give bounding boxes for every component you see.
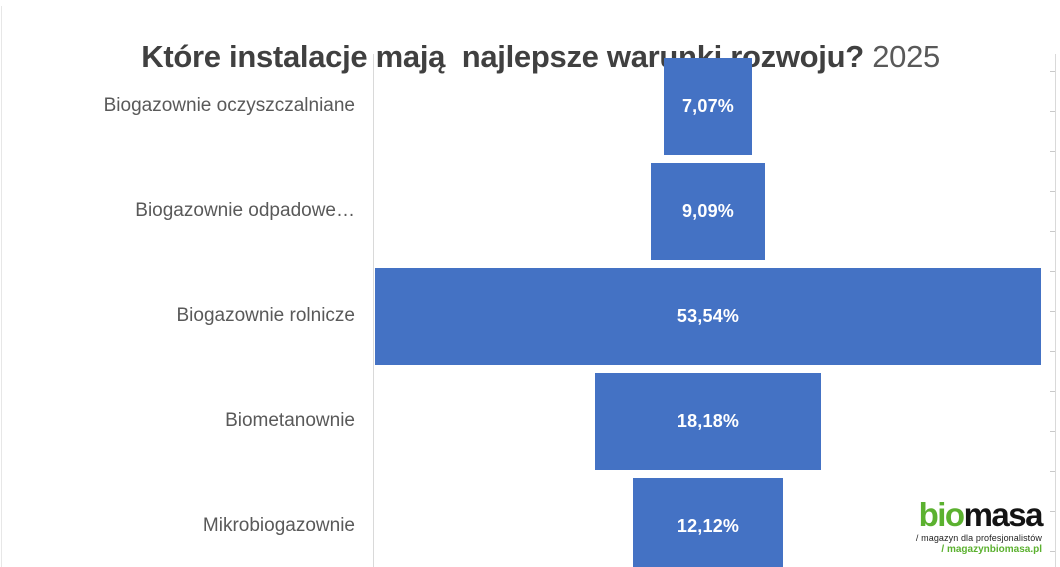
logo-tagline: / magazyn dla profesjonalistów — [915, 533, 1042, 543]
axis-tick — [1050, 311, 1055, 312]
axis-tick — [1050, 471, 1055, 472]
bar-value-label: 7,07% — [681, 95, 734, 116]
biomasa-logo-wordmark: biomasa — [862, 496, 1044, 533]
logo-masa-text: masa — [963, 496, 1044, 533]
chart-title: Które instalacje mają najlepsze warunki … — [0, 3, 1048, 111]
bar-3: 53,54% — [374, 267, 1041, 365]
axis-tick — [1050, 551, 1055, 552]
axis-tick — [1050, 431, 1055, 432]
axis-tick — [1050, 231, 1055, 232]
chart-title-year: 2025 — [863, 39, 940, 74]
axis-tick — [1050, 391, 1055, 392]
chart-border — [1, 6, 2, 567]
chart-title-text: Które instalacje mają najlepsze warunki … — [141, 39, 864, 74]
bar-1: 7,07% — [664, 57, 752, 155]
bar-5: 12,12% — [632, 477, 784, 567]
axis-tick — [1050, 271, 1055, 272]
bar-2: 9,09% — [651, 162, 765, 260]
axis-tick — [1050, 351, 1055, 352]
right-axis-line — [1055, 54, 1056, 567]
axis-tick — [1050, 511, 1055, 512]
bar-value-label: 9,09% — [681, 200, 735, 221]
bar-value-label: 18,18% — [676, 410, 740, 431]
axis-tick — [1050, 191, 1055, 192]
axis-tick — [1050, 71, 1055, 72]
logo-bio-text: bio — [918, 496, 965, 533]
logo-website: / magazynbiomasa.pl — [941, 544, 1042, 555]
axis-tick — [1050, 151, 1055, 152]
category-label: Biogazownie oczyszczalniane — [103, 95, 355, 116]
bar-4: 18,18% — [594, 372, 822, 470]
category-label: Biogazownie rolnicze — [176, 305, 356, 327]
bar-value-label: 12,12% — [676, 515, 740, 536]
axis-tick — [1050, 111, 1055, 112]
bar-value-label: 53,54% — [676, 305, 740, 326]
category-axis-line — [373, 54, 374, 567]
category-label: Biogazownie odpadowe… — [135, 200, 355, 222]
category-label: Biometanownie — [225, 410, 355, 432]
biomasa-logo: biomasa / magazyn dla profesjonalistów /… — [862, 496, 1044, 555]
category-label: Mikrobiogazownie — [202, 515, 355, 537]
